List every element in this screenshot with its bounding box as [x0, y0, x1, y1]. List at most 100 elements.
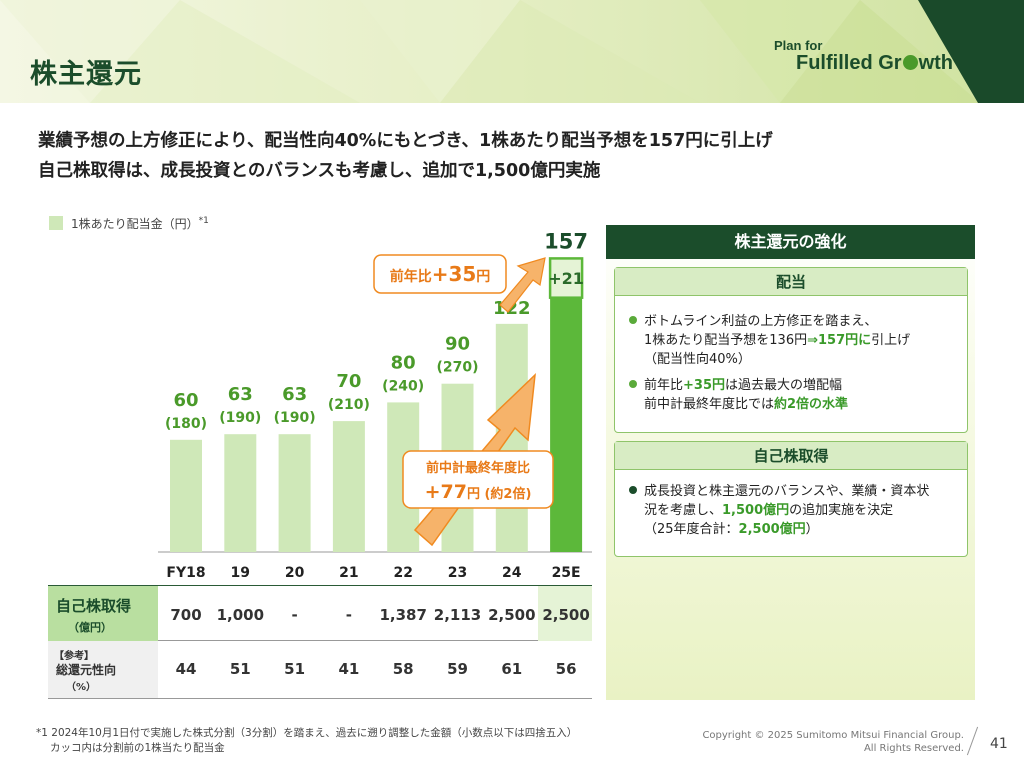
buyback-head: 自己株取得: [615, 442, 967, 470]
value-label-FY18: 60: [173, 390, 198, 411]
bar-20: [278, 434, 311, 552]
div-b2-l1b: +35円: [683, 378, 725, 393]
bb-l2c: の追加実施を決定: [789, 503, 894, 518]
presplit-label-FY18: (180): [165, 416, 207, 432]
buyback-cell: 700: [170, 606, 202, 624]
bb-l3a: （25年度合計：: [644, 522, 739, 537]
footnote-line1: *1 2024年10月1日付で実施した株式分割（3分割）を踏まえ、過去に遡り調整…: [36, 727, 578, 739]
buyback-cell: 2,500: [542, 606, 590, 624]
div-b1-l2c: 引上げ: [871, 333, 911, 348]
increment-label: +21: [548, 269, 584, 288]
buyback-cell: 2,113: [433, 606, 482, 624]
div-b1-l2a: 1株あたり配当予想を136円: [644, 333, 808, 348]
buyback-cell: -: [345, 606, 352, 624]
footnote: *1 2024年10月1日付で実施した株式分割（3分割）を踏まえ、過去に遡り調整…: [36, 726, 577, 756]
x-tick-FY18: FY18: [166, 565, 205, 581]
page-number: 41: [990, 736, 1008, 752]
presplit-label-19: (190): [219, 410, 261, 426]
payout-cell: 58: [392, 660, 414, 678]
bullet-icon: [629, 486, 637, 494]
footnote-line2: カッコ内は分割前の1株当たり配当金: [50, 742, 225, 754]
payout-cell: 56: [555, 660, 577, 678]
presplit-label-22: (240): [382, 378, 424, 394]
buyback-cell: -: [291, 606, 298, 624]
dividend-bullet-2: 前年比+35円は過去最大の増配幅 前中計最終年度比では約2倍の水準: [629, 376, 848, 414]
buyback-label: 自己株取得: [56, 597, 132, 615]
buyback-box: 自己株取得 成長投資と株主還元のバランスや、業績・資本状 況を考慮し、1,500…: [614, 441, 968, 557]
banner-pattern: [0, 0, 980, 103]
bb-l2a: 況を考慮し、: [644, 503, 723, 518]
x-tick-19: 19: [231, 565, 250, 581]
buyback-cell: 1,000: [216, 606, 265, 624]
panel-title: 株主還元の強化: [606, 225, 975, 259]
page-divider: [966, 726, 979, 756]
bar-25E: [550, 297, 583, 552]
div-b1-l3: （配当性向40%）: [644, 352, 751, 367]
mtp-callout-line1: 前中計最終年度比: [426, 460, 530, 476]
shareholder-return-panel: 株主還元の強化 配当 ボトムライン利益の上方修正を踏まえ、 1株あたり配当予想を…: [606, 225, 975, 700]
presplit-label-21: (210): [328, 397, 370, 413]
bullet-icon: [629, 380, 637, 388]
table-row-payout: 【参考】 総還元性向 （%） 44 51 51 41 58 59 61 56: [48, 641, 592, 699]
bb-l3b: 2,500億円: [738, 522, 806, 537]
presplit-label-20: (190): [274, 410, 316, 426]
dividend-chart: 60 (180) FY18 63 (190) 19 63 (190) 20 70 (210) 21 80…: [158, 229, 592, 581]
yoy-callout-box: [373, 254, 507, 294]
globe-icon: [902, 55, 918, 70]
value-label-21: 70: [336, 371, 361, 392]
value-label-22: 80: [391, 352, 416, 373]
payout-label: 総還元性向: [56, 663, 117, 677]
payout-cell: 61: [501, 660, 523, 678]
payout-ref: 【参考】: [54, 651, 94, 662]
banner-corner-slant: [918, 0, 978, 103]
buyback-unit: （億円）: [68, 621, 112, 634]
bb-l1: 成長投資と株主還元のバランスや、業績・資本状: [644, 484, 930, 499]
mtp-callout-line2: +77円 (約2倍): [425, 481, 532, 503]
payout-cell: 41: [338, 660, 360, 678]
div-b2-l1a: 前年比: [644, 378, 684, 393]
legend-label: 1株あたり配当金（円）: [71, 217, 199, 231]
payout-cell: 44: [175, 660, 197, 678]
bar-19: [224, 434, 257, 552]
logo-text-a: Fulfilled Gr: [796, 52, 902, 74]
yoy-callout: 前年比+35円: [390, 262, 491, 286]
buyback-header: 自己株取得 （億円）: [48, 586, 158, 641]
value-label-23: 90: [445, 334, 470, 355]
div-b1-l2b: ⇒157円に: [807, 333, 872, 348]
div-b2-l2a: 前中計最終年度比では: [644, 397, 775, 412]
buyback-bullet: 成長投資と株主還元のバランスや、業績・資本状 況を考慮し、1,500億円の追加実…: [629, 482, 929, 539]
logo-text-b: wth: [918, 52, 953, 74]
x-tick-22: 22: [393, 565, 412, 581]
bb-l2b: 1,500億円: [722, 503, 790, 518]
div-b2-l2b: 約2倍の水準: [774, 397, 849, 412]
copyright-line2: All Rights Reserved.: [863, 743, 964, 754]
headline-line1: 業績予想の上方修正により、配当性向40%にもとづき、1株あたり配当予想を157円…: [38, 131, 773, 151]
buyback-table: 自己株取得 （億円） 700 1,000 - - 1,387 2,113 2,500 2,50…: [48, 585, 592, 699]
payout-cell: 51: [229, 660, 251, 678]
page-title: 株主還元: [30, 59, 142, 90]
bar-21: [332, 421, 365, 552]
value-label-25E: 157: [544, 229, 588, 253]
x-tick-21: 21: [339, 565, 358, 581]
dividend-bullet-1: ボトムライン利益の上方修正を踏まえ、 1株あたり配当予想を136円⇒157円に引…: [629, 312, 910, 369]
payout-header: 【参考】 総還元性向 （%）: [48, 641, 158, 698]
x-tick-25E: 25E: [552, 565, 581, 581]
dividend-head: 配当: [615, 268, 967, 296]
headline-line2: 自己株取得は、成長投資とのバランスも考慮し、追加で1,500億円実施: [38, 161, 601, 181]
payout-unit: （%）: [66, 682, 97, 693]
payout-cell: 59: [447, 660, 468, 678]
payout-cell: 51: [284, 660, 306, 678]
x-tick-24: 24: [502, 565, 522, 581]
div-b2-l1c: は過去最大の増配幅: [725, 378, 843, 393]
copyright: Copyright © 2025 Sumitomo Mitsui Financi…: [696, 729, 964, 755]
mtp-callout-box: [402, 450, 554, 509]
logo-line1: Plan for: [774, 38, 823, 53]
legend-note: *1: [198, 216, 209, 226]
bar-FY18: [170, 439, 202, 552]
header-banner: 株主還元 Plan for Fulfilled Gr wth: [0, 0, 1024, 103]
value-label-20: 63: [282, 384, 307, 405]
logo: Plan for Fulfilled Gr wth: [774, 38, 953, 75]
table-row-buyback: 自己株取得 （億円） 700 1,000 - - 1,387 2,113 2,500 2,50…: [48, 585, 592, 641]
bar-increment-25E: [548, 257, 584, 299]
yoy-arrow-icon: [499, 257, 546, 313]
